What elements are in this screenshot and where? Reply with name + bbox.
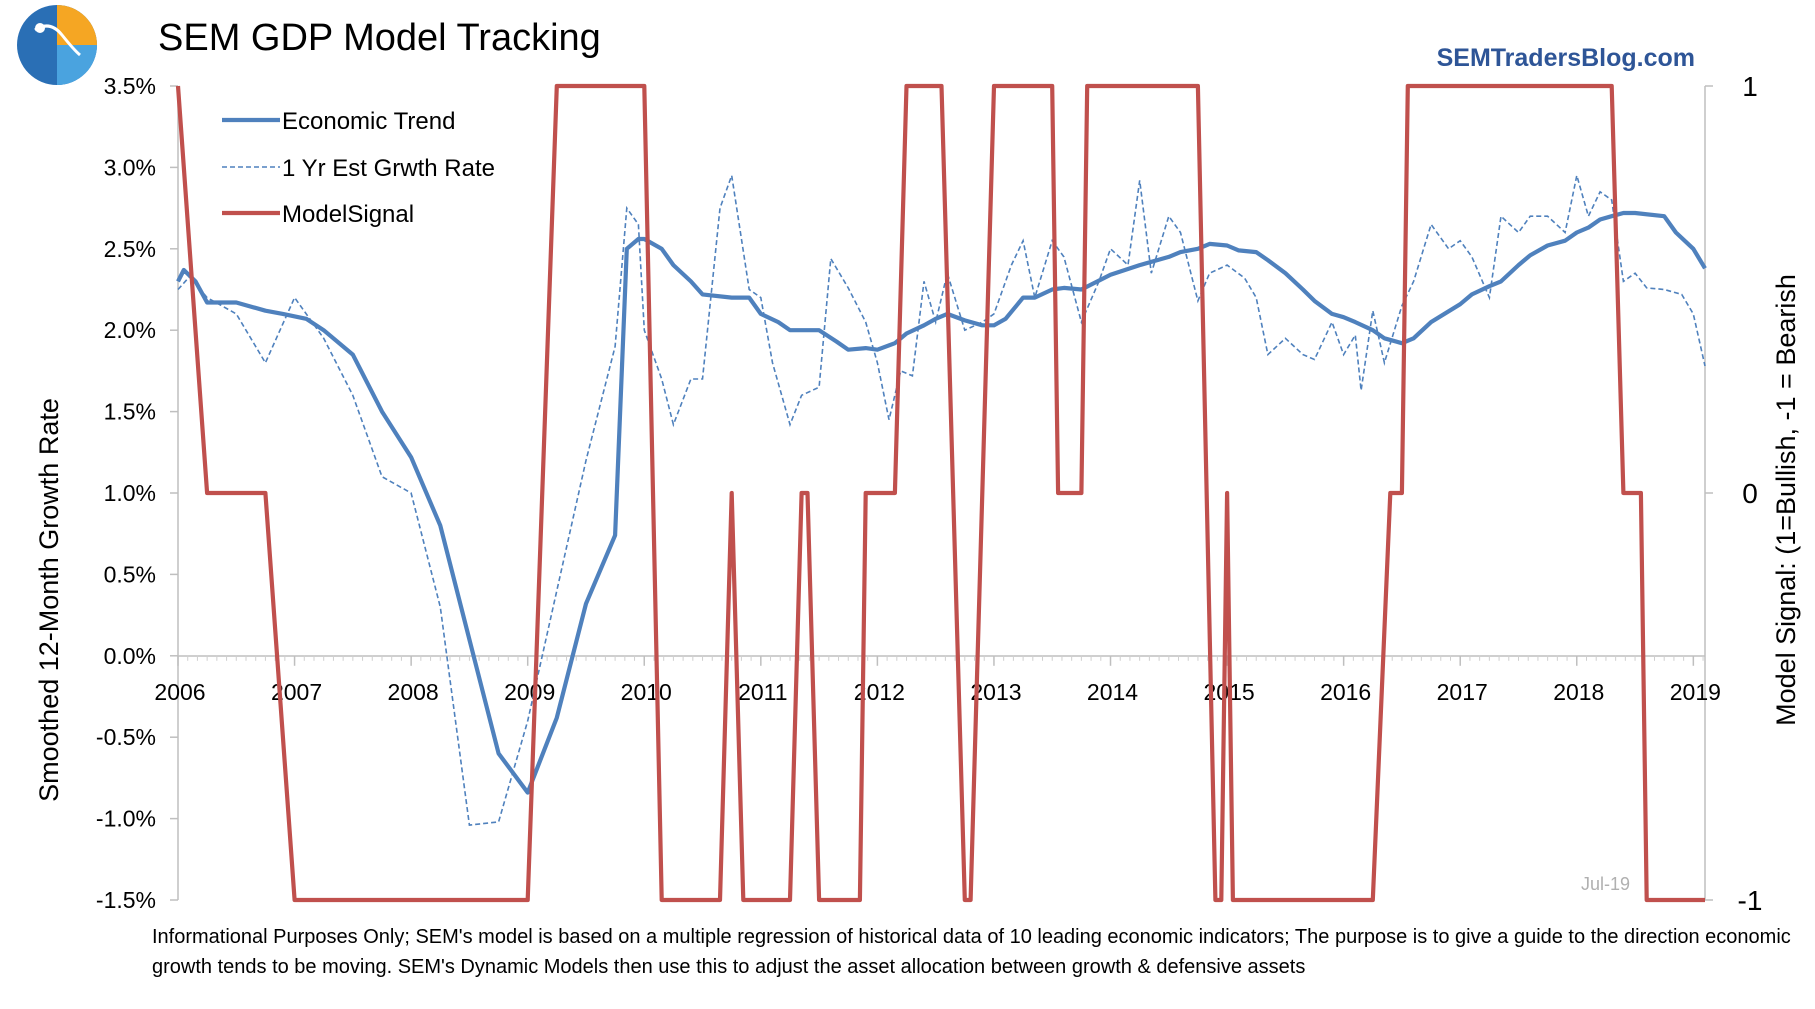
y-tick-label: -1.0% — [96, 806, 156, 832]
legend-label-1yr-est: 1 Yr Est Grwth Rate — [282, 155, 495, 182]
y-tick-label: 1.5% — [104, 399, 156, 425]
sem-globe-logo — [17, 5, 97, 85]
series-economic-trend-line — [176, 210, 1707, 795]
x-tick-label: 2008 — [388, 679, 439, 705]
y2-axis-ticks: 1 0 -1 — [1705, 71, 1762, 916]
y-tick-label: 0.0% — [104, 643, 156, 669]
brand-link[interactable]: SEMTradersBlog.com — [1437, 44, 1695, 72]
x-tick-label: 2014 — [1087, 679, 1138, 705]
y2-tick-label: 0 — [1742, 478, 1758, 509]
y2-tick-label: 1 — [1742, 71, 1758, 102]
x-axis-ticks: 2006 2007 2008 2009 2010 2011 2012 2013 2014 2015… — [154, 655, 1721, 705]
y-tick-label: 3.5% — [104, 73, 156, 99]
x-tick-label: 2011 — [738, 679, 787, 705]
series-1yr-est-growth-line — [177, 175, 1706, 826]
footer-note: Informational Purposes Only; SEM's model… — [152, 926, 1791, 978]
y-tick-label: 1.0% — [104, 480, 156, 506]
y-tick-label: 0.5% — [104, 561, 156, 587]
x-tick-label: 2017 — [1437, 679, 1488, 705]
y-axis-label: Smoothed 12-Month Growth Rate — [34, 398, 64, 802]
x-axis-minor-ticks — [177, 655, 1704, 661]
y-tick-label: 2.5% — [104, 236, 156, 262]
x-tick-label: 2010 — [621, 679, 672, 705]
date-stamp: Jul-19 — [1581, 874, 1630, 894]
y-tick-label: 2.0% — [104, 317, 156, 343]
x-tick-label: 2009 — [504, 679, 555, 705]
x-tick-label: 2018 — [1553, 679, 1604, 705]
x-tick-label: 2019 — [1670, 679, 1721, 705]
x-tick-label: 2006 — [154, 679, 205, 705]
series-model-signal-line — [175, 83, 1705, 903]
legend-label-model-signal: ModelSignal — [282, 201, 414, 228]
y-tick-label: -1.5% — [96, 887, 156, 913]
legend: Economic Trend 1 Yr Est Grwth Rate Model… — [222, 108, 495, 228]
chart-title: SEM GDP Model Tracking — [158, 17, 601, 59]
legend-label-economic-trend: Economic Trend — [282, 108, 455, 135]
y-axis-ticks: 3.5% 3.0% 2.5% 2.0% 1.5% 1.0% 0.5% 0.0% -0.5% -1.… — [96, 73, 178, 913]
y2-axis-label: Model Signal: (1=Bullish, -1 = Bearish — [1771, 274, 1801, 726]
x-tick-label: 2016 — [1320, 679, 1371, 705]
y2-tick-label: -1 — [1738, 885, 1763, 916]
y-tick-label: -0.5% — [96, 724, 156, 750]
y-tick-label: 3.0% — [104, 154, 156, 180]
